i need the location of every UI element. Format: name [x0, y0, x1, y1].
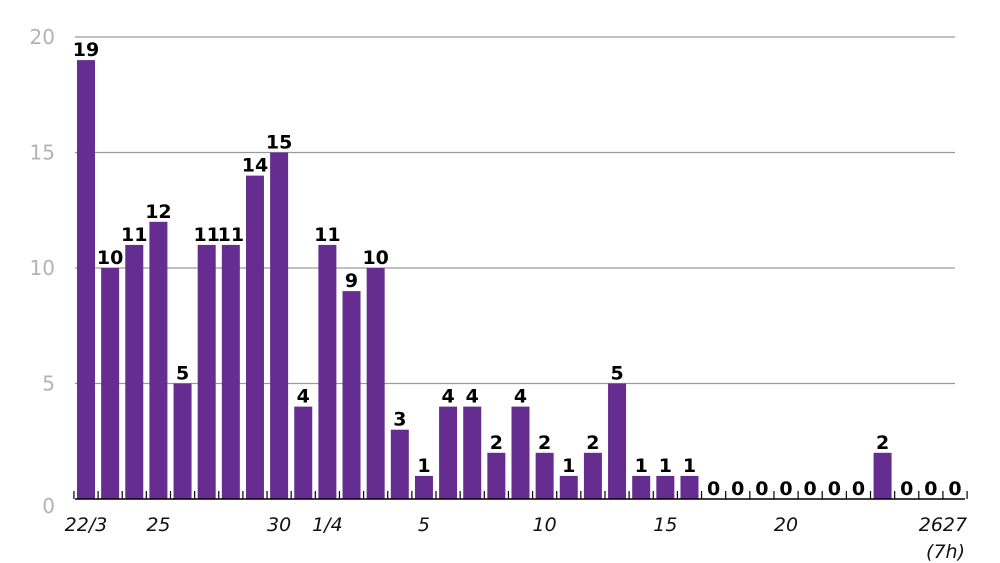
data-label: 2	[586, 432, 599, 454]
data-label: 14	[242, 155, 268, 177]
data-label: 19	[73, 39, 99, 61]
data-label: 2	[876, 432, 889, 454]
x-tick-label: 22/3	[65, 514, 108, 536]
data-label: 0	[755, 478, 768, 500]
bar	[608, 383, 627, 499]
data-label: 0	[924, 478, 937, 500]
bar	[197, 244, 216, 499]
bar	[221, 244, 240, 499]
bar	[656, 475, 675, 499]
bar	[173, 383, 192, 499]
data-label: 11	[314, 224, 340, 246]
data-label: 2	[490, 432, 503, 454]
data-label: 4	[514, 386, 527, 408]
data-label: 11	[218, 224, 244, 246]
bar	[463, 406, 482, 499]
y-tick-label: 10	[30, 256, 55, 280]
data-label: 0	[948, 478, 961, 500]
bar	[873, 452, 892, 499]
bar	[342, 291, 361, 499]
data-label: 15	[266, 132, 292, 154]
data-label: 1	[635, 455, 648, 477]
data-label: 2	[538, 432, 551, 454]
y-tick-label: 0	[42, 494, 55, 518]
bar	[77, 60, 95, 499]
data-label: 4	[297, 386, 310, 408]
data-label: 12	[145, 201, 171, 223]
y-tick-label: 20	[30, 25, 55, 49]
x-tick-label: 30	[267, 514, 291, 536]
bar	[366, 268, 385, 499]
x-tick-label: 25	[146, 514, 170, 536]
data-label: 5	[176, 363, 189, 385]
data-label: 0	[707, 478, 720, 500]
data-label: 4	[441, 386, 454, 408]
data-label: 5	[610, 363, 623, 385]
data-label: 1	[417, 455, 430, 477]
data-label: 1	[562, 455, 575, 477]
bar	[318, 244, 337, 499]
data-label: 10	[97, 247, 123, 269]
bar	[535, 452, 554, 499]
bar	[487, 452, 506, 499]
y-tick-label: 5	[42, 372, 55, 396]
x-tick-label: 20	[774, 514, 798, 536]
data-label: 10	[362, 247, 388, 269]
x-tick-label: 26	[919, 514, 943, 536]
data-label: 0	[828, 478, 841, 500]
bar	[680, 475, 699, 499]
bar	[245, 175, 264, 499]
x-tick-label: 27	[943, 514, 967, 536]
x-tick-label: 5	[418, 514, 430, 536]
bar	[270, 152, 289, 499]
bar	[149, 221, 168, 500]
bar	[559, 475, 578, 499]
bar	[294, 406, 313, 499]
data-label: 1	[683, 455, 696, 477]
y-tick-label: 15	[30, 141, 55, 165]
x-annotation: (7h)	[926, 541, 965, 563]
data-label: 4	[466, 386, 479, 408]
data-label: 1	[659, 455, 672, 477]
data-label: 3	[393, 409, 406, 431]
bar	[583, 452, 602, 499]
x-tick-label: 1/4	[312, 514, 343, 536]
data-label: 0	[779, 478, 792, 500]
x-tick-label: 10	[533, 514, 557, 536]
bar	[101, 268, 120, 499]
data-label: 11	[121, 224, 147, 246]
data-label: 9	[345, 270, 358, 292]
bar	[125, 244, 144, 499]
data-label: 0	[900, 478, 913, 500]
bar	[414, 475, 433, 499]
data-label: 0	[852, 478, 865, 500]
bar	[632, 475, 651, 499]
data-label: 0	[731, 478, 744, 500]
x-tick-label: 15	[653, 514, 677, 536]
bar	[511, 406, 530, 499]
bar	[439, 406, 458, 499]
data-label: 0	[804, 478, 817, 500]
bar	[390, 429, 409, 499]
data-label: 11	[193, 224, 219, 246]
